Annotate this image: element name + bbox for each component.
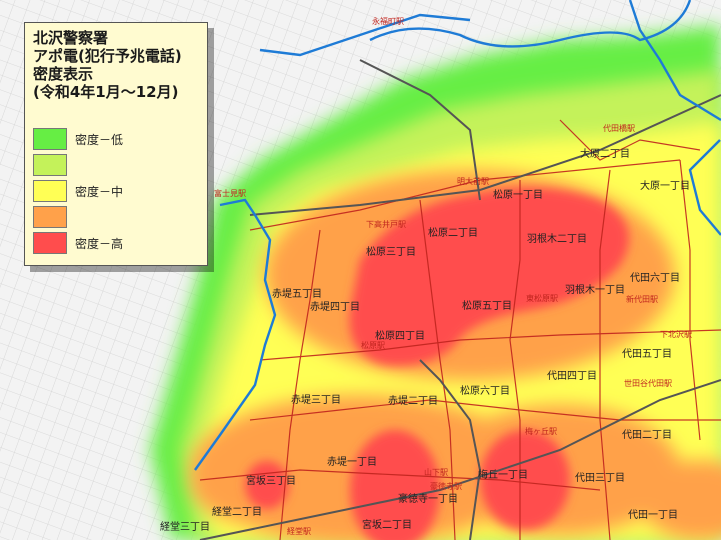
map-label-hanegi-2: 羽根木二丁目: [527, 234, 587, 245]
legend-panel: 北沢警察署 アポ電(犯行予兆電話) 密度表示 (令和4年1月～12月) 密度－低…: [24, 22, 208, 266]
map-label-akatsutsumi-4: 赤堤四丁目: [310, 302, 360, 313]
legend-title: 北沢警察署 アポ電(犯行予兆電話) 密度表示 (令和4年1月～12月): [33, 29, 182, 101]
map-label-yoyogiuehara-eki: 代田橋駅: [603, 124, 635, 133]
map-label-akatsutsumi-3: 赤堤三丁目: [291, 395, 341, 406]
legend-title-line-4: (令和4年1月～12月): [33, 83, 179, 101]
map-label-akatsutsumi-1: 赤堤一丁目: [327, 457, 377, 468]
map-label-matsubara-6: 松原六丁目: [460, 386, 510, 397]
legend-item-high: 密度－高: [33, 232, 203, 254]
map-label-matsubara-eki: 松原駅: [361, 341, 385, 350]
map-label-hanegi-1: 羽根木一丁目: [565, 285, 625, 296]
map-label-umegaoka-1: 梅丘一丁目: [478, 470, 528, 481]
legend-swatch-high: [33, 232, 67, 254]
legend-swatch-low-mid: [33, 154, 67, 176]
map-label-kyodo-2: 経堂二丁目: [212, 507, 262, 518]
map-label-matsubara-1: 松原一丁目: [493, 190, 543, 201]
map-label-akatsutsumi-2: 赤堤二丁目: [388, 396, 438, 407]
map-label-matsubara-5: 松原五丁目: [462, 301, 512, 312]
legend-label-high: 密度－高: [75, 237, 124, 251]
map-label-fujimigaoka-eki: 富士見駅: [214, 189, 246, 198]
map-label-daita-3: 代田三丁目: [575, 473, 625, 484]
legend-label-mid: 密度－中: [75, 185, 124, 199]
legend-label-low: 密度－低: [75, 133, 124, 147]
map-label-higashimatsubara-eki: 東松原駅: [526, 294, 558, 303]
map-label-meidaimae-eki: 明大前駅: [457, 177, 489, 186]
map-label-ohara-1: 大原一丁目: [640, 181, 690, 192]
river-lines: [194, 0, 721, 471]
map-label-matsubara-2: 松原二丁目: [428, 228, 478, 239]
map-label-daita-2: 代田二丁目: [622, 430, 672, 441]
map-label-matsubara-4: 松原四丁目: [375, 331, 425, 342]
map-label-matsubara-3: 松原三丁目: [366, 247, 416, 258]
district-boundaries: [199, 119, 721, 540]
map-label-ohara-2: 大原二丁目: [580, 149, 630, 160]
legend-swatch-mid: [33, 180, 67, 202]
legend-item-low: 密度－低: [33, 128, 203, 150]
map-label-akatsutsumi-5: 赤堤五丁目: [272, 289, 322, 300]
map-label-setagayadaita-eki: 世田谷代田駅: [624, 379, 672, 388]
map-label-eifukucho-eki: 永福町駅: [372, 17, 404, 26]
legend-swatch-low: [33, 128, 67, 150]
map-label-shindaita-eki: 新代田駅: [626, 295, 658, 304]
map-label-gotokuji-1: 豪徳寺一丁目: [398, 494, 458, 505]
map-label-daita-5: 代田五丁目: [622, 349, 672, 360]
legend-title-line-1: 北沢警察署: [33, 29, 109, 47]
map-label-miyasaka-3: 宮坂三丁目: [246, 476, 296, 487]
map-label-miyasaka-2: 宮坂二丁目: [362, 520, 412, 531]
map-label-gotokuji-eki: 豪徳寺駅: [430, 482, 462, 491]
legend-item-mid: 密度－中: [33, 180, 203, 202]
legend-item-low-mid: [33, 154, 203, 176]
map-label-umegaoka-eki: 梅ヶ丘駅: [525, 427, 557, 436]
railway-lines: [199, 59, 721, 540]
legend-item-mid-high: [33, 206, 203, 228]
map-label-kyodo-3: 経堂三丁目: [160, 522, 210, 533]
map-label-daita-6: 代田六丁目: [630, 273, 680, 284]
map-label-shimotakaido-eki: 下高井戸駅: [366, 220, 406, 229]
map-label-kyodo-eki: 経堂駅: [287, 527, 311, 536]
map-label-yamashita-eki: 山下駅: [424, 468, 448, 477]
legend-title-line-2: アポ電(犯行予兆電話): [33, 47, 182, 65]
map-label-shimokitazawa-eki: 下北沢駅: [660, 330, 692, 339]
map-label-daita-1: 代田一丁目: [628, 510, 678, 521]
map-label-daita-4: 代田四丁目: [547, 371, 597, 382]
legend-swatch-mid-high: [33, 206, 67, 228]
legend-title-line-3: 密度表示: [33, 65, 94, 83]
